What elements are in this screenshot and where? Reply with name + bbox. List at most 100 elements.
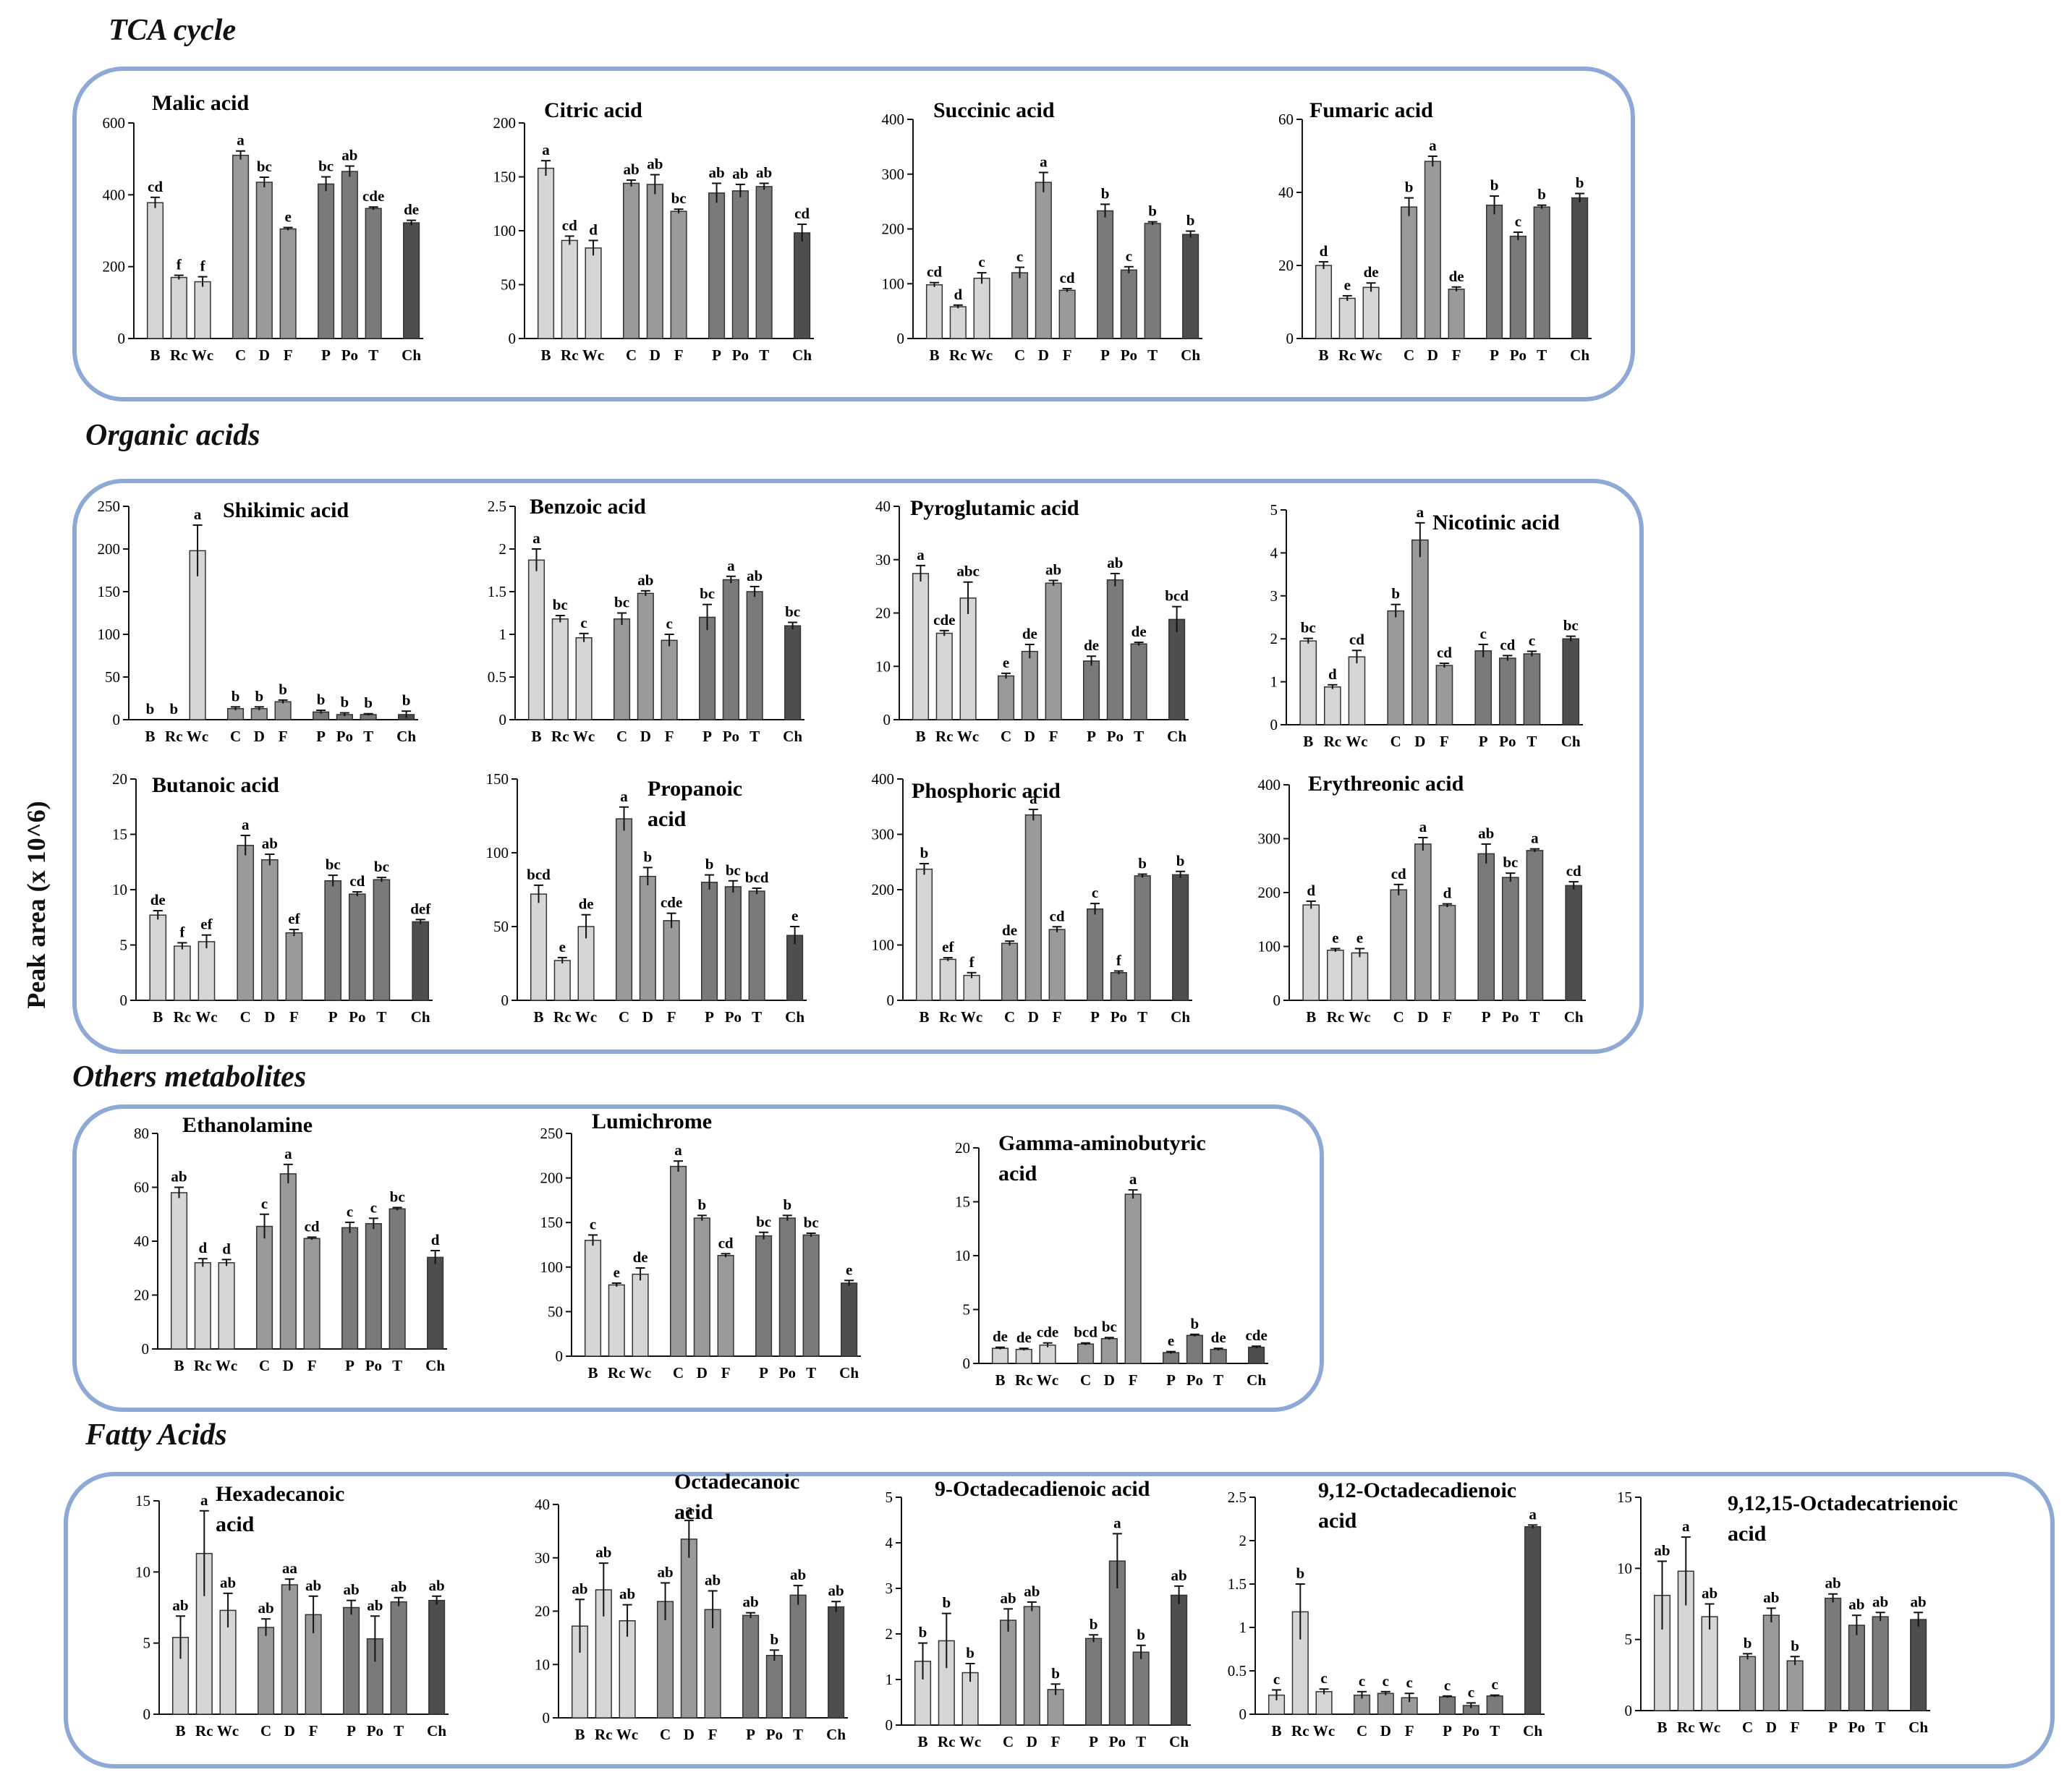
chart-title: Gamma-aminobutyric	[998, 1131, 1206, 1155]
x-tick-label: F	[1405, 1722, 1414, 1740]
bar-P	[1477, 853, 1495, 1001]
significance-letter: c	[1092, 884, 1098, 901]
x-tick-label: Ch	[1171, 1008, 1190, 1026]
chart-title: Butanoic acid	[152, 773, 279, 797]
y-tick-label: 20	[955, 1139, 970, 1157]
bar-D	[260, 859, 279, 1001]
y-tick-label: 2	[1239, 1532, 1247, 1549]
significance-letter: c	[1444, 1677, 1451, 1694]
x-tick-label: Rc	[1324, 733, 1342, 750]
bar-F	[1048, 929, 1066, 1001]
significance-letter: a	[194, 506, 202, 523]
significance-letter: de	[150, 891, 166, 908]
y-tick-label: 1	[1270, 673, 1278, 691]
x-tick-label: C	[660, 1726, 671, 1743]
y-tick-label: 15	[135, 1492, 150, 1510]
x-tick-label: F	[1063, 346, 1072, 364]
x-tick-label: F	[289, 1008, 299, 1026]
y-tick-label: 100	[98, 626, 121, 643]
significance-letter: c	[580, 614, 587, 631]
x-tick-label: F	[279, 728, 288, 745]
y-tick-label: 400	[872, 770, 895, 788]
x-tick-label: F	[721, 1364, 731, 1382]
bar-Rc	[551, 618, 569, 720]
significance-letter: c	[1126, 247, 1132, 265]
significance-letter: c	[978, 253, 985, 271]
bar-D	[1100, 1337, 1118, 1364]
x-tick-label: Rc	[553, 1008, 572, 1026]
significance-letter: a	[542, 141, 550, 158]
significance-letter: de	[1364, 263, 1379, 281]
significance-letter: b	[1791, 1637, 1799, 1654]
significance-letter: c	[1406, 1674, 1412, 1691]
bar-Po	[1501, 877, 1519, 1001]
bar-D	[281, 1584, 298, 1715]
bar-P	[318, 183, 335, 339]
x-tick-label: Po	[1848, 1719, 1865, 1736]
significance-letter: ab	[220, 1574, 236, 1591]
x-tick-label: F	[309, 1722, 318, 1740]
x-tick-label: Ch	[1169, 1733, 1189, 1750]
significance-letter: cd	[718, 1234, 734, 1251]
y-tick-label: 1.5	[1228, 1575, 1247, 1593]
significance-letter: ab	[1045, 561, 1061, 579]
significance-letter: d	[198, 1239, 207, 1256]
x-tick-label: T	[1875, 1719, 1885, 1736]
x-tick-label: F	[708, 1726, 718, 1743]
bar-F	[279, 228, 297, 339]
x-tick-label: F	[1129, 1371, 1138, 1389]
significance-letter: e	[1344, 276, 1351, 294]
bar-C	[669, 1165, 687, 1357]
significance-letter: b	[697, 1196, 706, 1213]
chart-12: 0 20 40 60 80 ab Bd Rc d Wc c Ca Dcd Fc Pc Po bc Td Ch Etha…	[134, 1113, 447, 1374]
bar-D	[637, 592, 654, 720]
chart-2: 0 100 200 300 400 cd Bd Rc c Wc c Ca Dcd Fb Pc Po b Tb Ch S…	[882, 98, 1202, 364]
y-tick-label: 0.5	[1228, 1662, 1247, 1680]
y-tick-label: 30	[875, 551, 891, 569]
significance-letter: b	[1391, 585, 1400, 603]
significance-letter: de	[579, 895, 594, 913]
x-tick-label: B	[995, 1371, 1006, 1389]
x-tick-label: Po	[766, 1726, 783, 1743]
bar-Ch	[784, 625, 802, 720]
significance-letter: ab	[1763, 1588, 1779, 1606]
y-tick-label: 100	[493, 222, 517, 239]
bar-Wc	[1348, 656, 1366, 725]
bar-P	[1825, 1597, 1842, 1711]
significance-letter: a	[1419, 818, 1427, 835]
bar-Rc	[939, 958, 956, 1001]
bar-Rc	[608, 1284, 625, 1357]
bar-F	[661, 639, 678, 720]
bar-B	[915, 868, 933, 1001]
bar-D	[1021, 650, 1038, 720]
bar-T	[365, 208, 382, 339]
x-tick-label: Ch	[427, 1722, 446, 1740]
y-tick-label: 15	[112, 826, 127, 843]
significance-letter: cd	[1050, 907, 1065, 924]
y-tick-label: 2.5	[1228, 1489, 1247, 1506]
significance-letter: a	[1040, 153, 1048, 170]
x-tick-label: T	[1213, 1371, 1223, 1389]
x-tick-label: Wc	[582, 346, 604, 364]
significance-letter: abc	[956, 563, 980, 580]
y-tick-label: 5	[1625, 1631, 1633, 1648]
significance-letter: c	[1320, 1669, 1327, 1687]
y-tick-label: 2	[1270, 630, 1278, 647]
significance-letter: cde	[362, 187, 384, 205]
chart-4: 050100150200250bBbRcaWcbCbDbFbPbPobTbChS…	[98, 498, 418, 745]
significance-letter: de	[993, 1328, 1008, 1345]
y-tick-label: 150	[493, 169, 517, 186]
y-tick-label: 20	[134, 1287, 149, 1304]
significance-letter: c	[1359, 1672, 1365, 1690]
y-tick-label: 5	[143, 1635, 151, 1652]
chart-title: Fumaric acid	[1309, 98, 1433, 122]
significance-letter: e	[559, 938, 566, 955]
x-tick-label: Po	[1502, 1008, 1519, 1026]
significance-letter: de	[404, 201, 419, 218]
x-tick-label: T	[750, 728, 760, 745]
x-tick-label: P	[345, 1357, 354, 1374]
significance-letter: ab	[705, 1571, 721, 1588]
bar-Po	[341, 171, 358, 339]
